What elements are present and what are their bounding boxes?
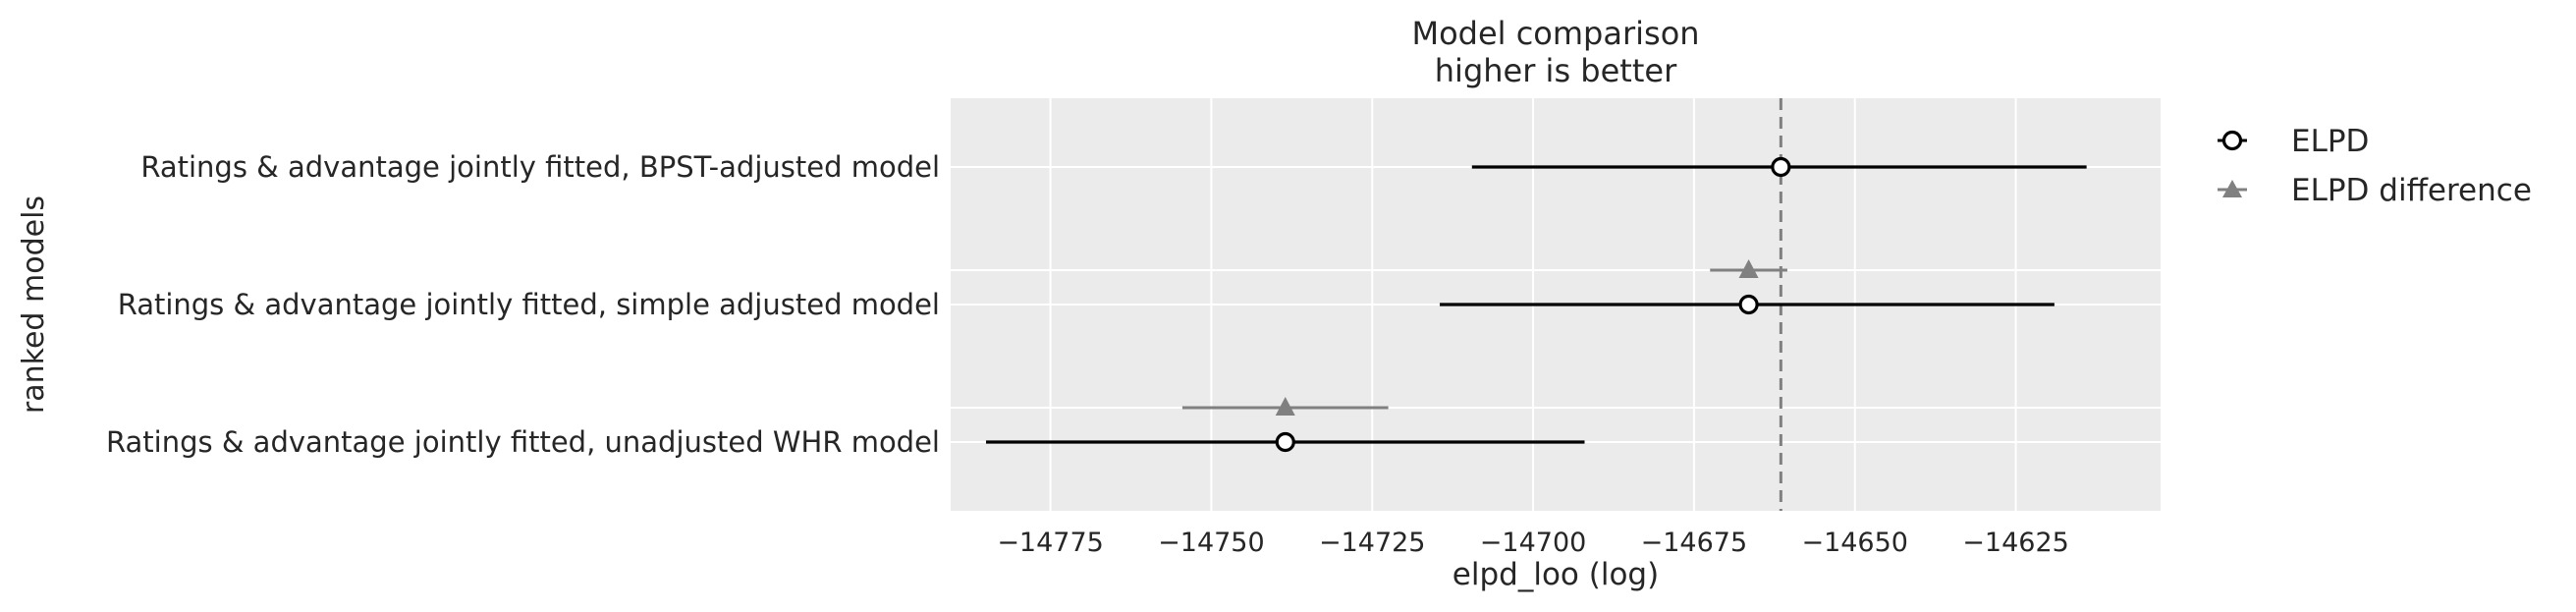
elpd-point <box>1738 294 1759 315</box>
x-tick-label: −14725 <box>1319 528 1426 558</box>
data-marks <box>986 156 2087 453</box>
x-tick-label: −14675 <box>1641 528 1748 558</box>
diff-point <box>1275 397 1295 416</box>
legend: ELPD ELPD difference <box>2218 124 2532 208</box>
x-tick-label: −14750 <box>1158 528 1265 558</box>
model-label: Ratings & advantage jointly fitted, unad… <box>106 425 940 459</box>
legend-elpd-marker <box>2221 130 2243 151</box>
model-label: Ratings & advantage jointly fitted, simp… <box>118 288 940 321</box>
legend-diff-marker <box>2222 180 2242 197</box>
legend-elpd-label: ELPD <box>2291 124 2369 159</box>
chart-title: Model comparison <box>1411 15 1699 52</box>
chart-subtitle: higher is better <box>1435 52 1677 89</box>
model-label: Ratings & advantage jointly fitted, BPST… <box>140 150 940 184</box>
x-tick-label: −14650 <box>1801 528 1908 558</box>
x-tick-label: −14775 <box>997 528 1104 558</box>
x-tick-label: −14700 <box>1480 528 1587 558</box>
x-tick-labels: −14775 −14750 −14725 −14700 −14675 −14650 −146… <box>997 528 2068 558</box>
elpd-point <box>1275 431 1295 453</box>
legend-diff-label: ELPD difference <box>2291 173 2532 208</box>
x-axis-label: elpd_loo (log) <box>1452 557 1659 592</box>
diff-point <box>1738 259 1759 278</box>
model-labels: Ratings & advantage jointly fitted, BPST… <box>106 150 940 459</box>
elpd-point <box>1771 156 1791 178</box>
y-axis-label: ranked models <box>17 195 51 414</box>
x-tick-label: −14625 <box>1962 528 2069 558</box>
